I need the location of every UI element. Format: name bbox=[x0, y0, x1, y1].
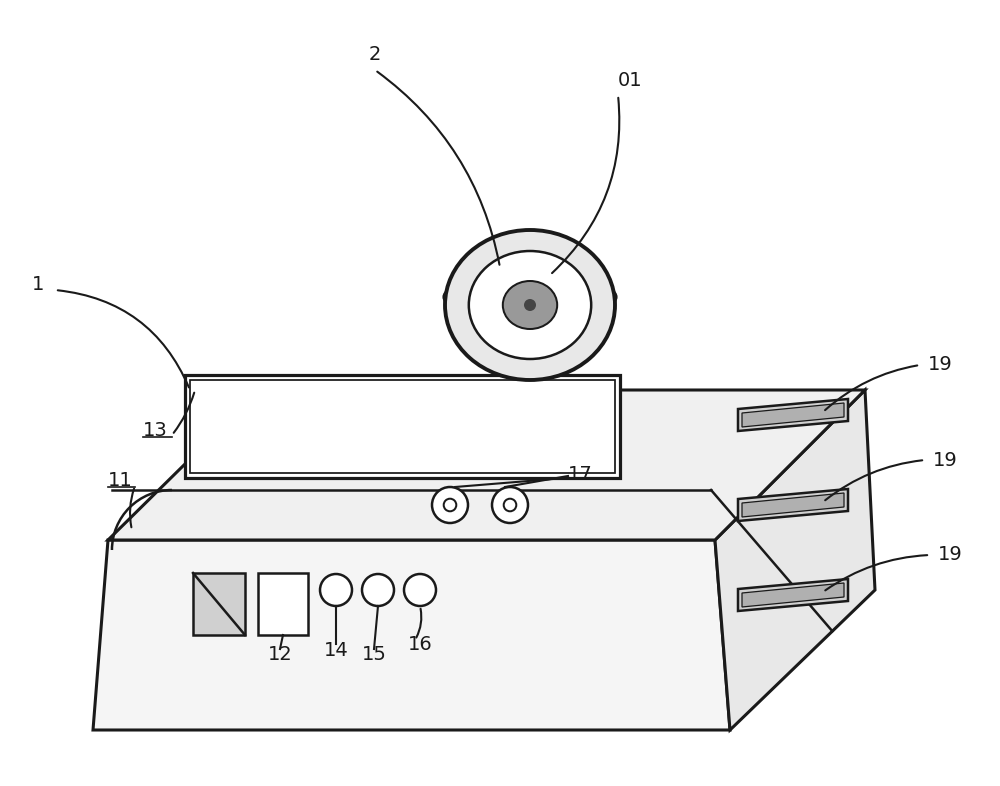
Text: 12: 12 bbox=[268, 645, 292, 664]
Text: 17: 17 bbox=[568, 465, 592, 484]
Text: 2: 2 bbox=[369, 46, 381, 64]
FancyArrowPatch shape bbox=[552, 97, 619, 273]
Polygon shape bbox=[742, 403, 844, 427]
Bar bbox=[185, 375, 620, 478]
Ellipse shape bbox=[445, 230, 615, 380]
FancyArrowPatch shape bbox=[825, 461, 922, 500]
FancyArrowPatch shape bbox=[58, 290, 189, 387]
Circle shape bbox=[404, 574, 436, 606]
Text: 1: 1 bbox=[32, 276, 44, 295]
Bar bbox=[258, 573, 308, 635]
Circle shape bbox=[320, 574, 352, 606]
Polygon shape bbox=[93, 540, 730, 730]
Text: 14: 14 bbox=[324, 641, 348, 659]
Polygon shape bbox=[738, 579, 848, 611]
Bar bbox=[190, 380, 615, 473]
FancyArrowPatch shape bbox=[130, 489, 134, 527]
FancyArrowPatch shape bbox=[174, 393, 194, 433]
Bar bbox=[193, 573, 245, 635]
Text: 01: 01 bbox=[618, 71, 642, 90]
Text: 16: 16 bbox=[408, 636, 432, 655]
Polygon shape bbox=[742, 493, 844, 517]
Circle shape bbox=[492, 487, 528, 523]
FancyArrowPatch shape bbox=[377, 72, 499, 265]
Circle shape bbox=[524, 299, 536, 311]
Text: 11: 11 bbox=[108, 471, 132, 490]
Polygon shape bbox=[715, 390, 875, 730]
Text: 19: 19 bbox=[933, 450, 957, 469]
FancyArrowPatch shape bbox=[825, 365, 917, 410]
Polygon shape bbox=[742, 583, 844, 607]
Text: 15: 15 bbox=[362, 645, 386, 664]
Circle shape bbox=[432, 487, 468, 523]
FancyArrowPatch shape bbox=[416, 608, 421, 637]
Text: 19: 19 bbox=[938, 545, 962, 564]
Text: 19: 19 bbox=[928, 355, 952, 374]
Polygon shape bbox=[738, 489, 848, 521]
FancyArrowPatch shape bbox=[825, 555, 927, 590]
Polygon shape bbox=[108, 390, 865, 540]
Circle shape bbox=[362, 574, 394, 606]
Ellipse shape bbox=[469, 251, 591, 359]
Polygon shape bbox=[738, 399, 848, 431]
Text: 13: 13 bbox=[143, 421, 167, 439]
Ellipse shape bbox=[503, 281, 557, 329]
